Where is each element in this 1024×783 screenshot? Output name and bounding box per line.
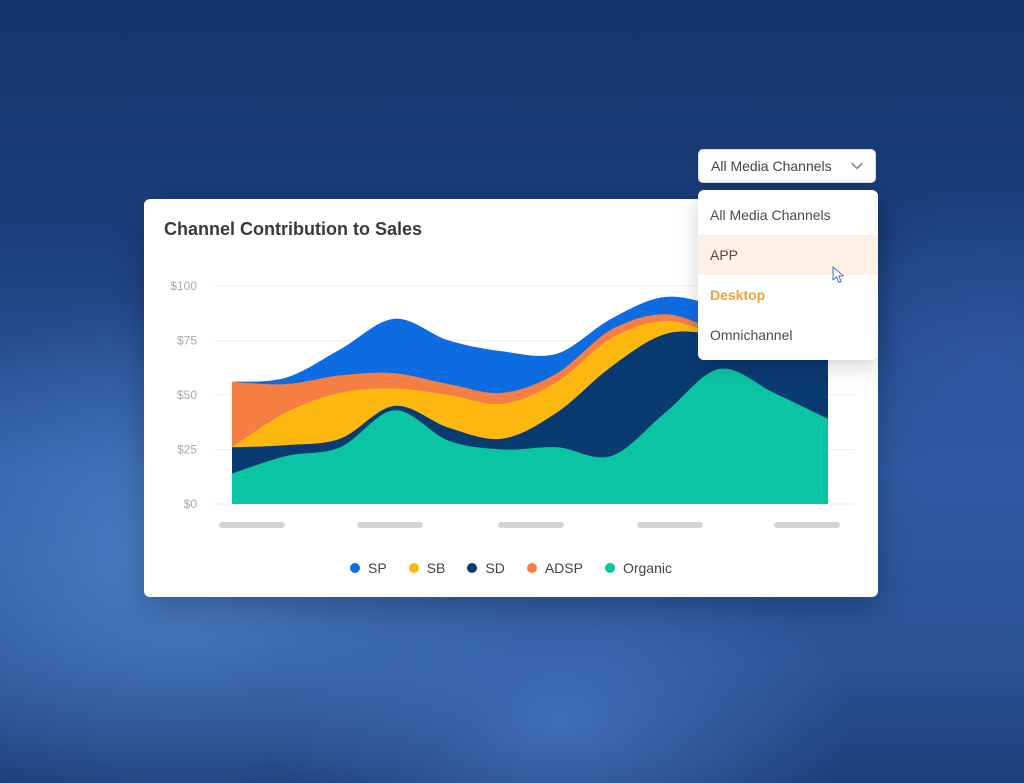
menu-option-omnichannel[interactable]: Omnichannel [710, 327, 793, 343]
legend-item-sb[interactable]: SB [408, 560, 446, 576]
legend-label-sb: SB [426, 560, 446, 576]
area-organic [232, 368, 828, 504]
menu-option-all-media-channels[interactable]: All Media Channels [710, 207, 831, 223]
legend-swatch-organic [604, 563, 615, 573]
y-tick-label: $75 [177, 334, 197, 348]
x-tick-label [357, 522, 423, 528]
area-chart: $100 $75 $50 $25 $0 [170, 279, 854, 528]
x-axis-ticks [219, 522, 840, 528]
y-axis-ticks: $100 $75 $50 $25 $0 [170, 279, 197, 511]
chart-title: Channel Contribution to Sales [164, 219, 423, 239]
y-tick-label: $100 [170, 279, 197, 293]
legend-label-adsp: ADSP [544, 560, 583, 576]
legend-swatch-sd [467, 563, 478, 573]
mouse-pointer-icon [832, 266, 845, 284]
chart-legend: SP SB SD ADSP Organic [144, 560, 878, 576]
menu-option-app[interactable]: APP [698, 235, 878, 275]
area-series [232, 296, 828, 504]
x-tick-label [219, 522, 285, 528]
legend-label-sd: SD [485, 560, 505, 576]
x-tick-label [774, 522, 840, 528]
media-channel-menu: All Media Channels APP Desktop Omnichann… [698, 190, 878, 360]
legend-label-organic: Organic [622, 560, 672, 576]
x-tick-label [637, 522, 703, 528]
media-channel-select[interactable]: All Media Channels [698, 149, 876, 183]
select-value: All Media Channels [711, 158, 832, 174]
menu-option-desktop[interactable]: Desktop [710, 287, 766, 303]
y-tick-label: $0 [184, 497, 198, 511]
legend-swatch-adsp [526, 563, 537, 573]
legend-item-organic[interactable]: Organic [604, 560, 672, 576]
legend-label-sp: SP [368, 560, 387, 576]
y-tick-label: $25 [177, 443, 197, 457]
y-tick-label: $50 [177, 388, 197, 402]
legend-swatch-sb [408, 563, 419, 573]
legend-item-sd[interactable]: SD [467, 560, 505, 576]
legend-swatch-sp [350, 563, 360, 573]
legend-item-adsp[interactable]: ADSP [526, 560, 583, 576]
x-tick-label [498, 522, 564, 528]
chevron-down-icon [851, 160, 863, 172]
legend-item-sp[interactable]: SP [350, 560, 387, 576]
